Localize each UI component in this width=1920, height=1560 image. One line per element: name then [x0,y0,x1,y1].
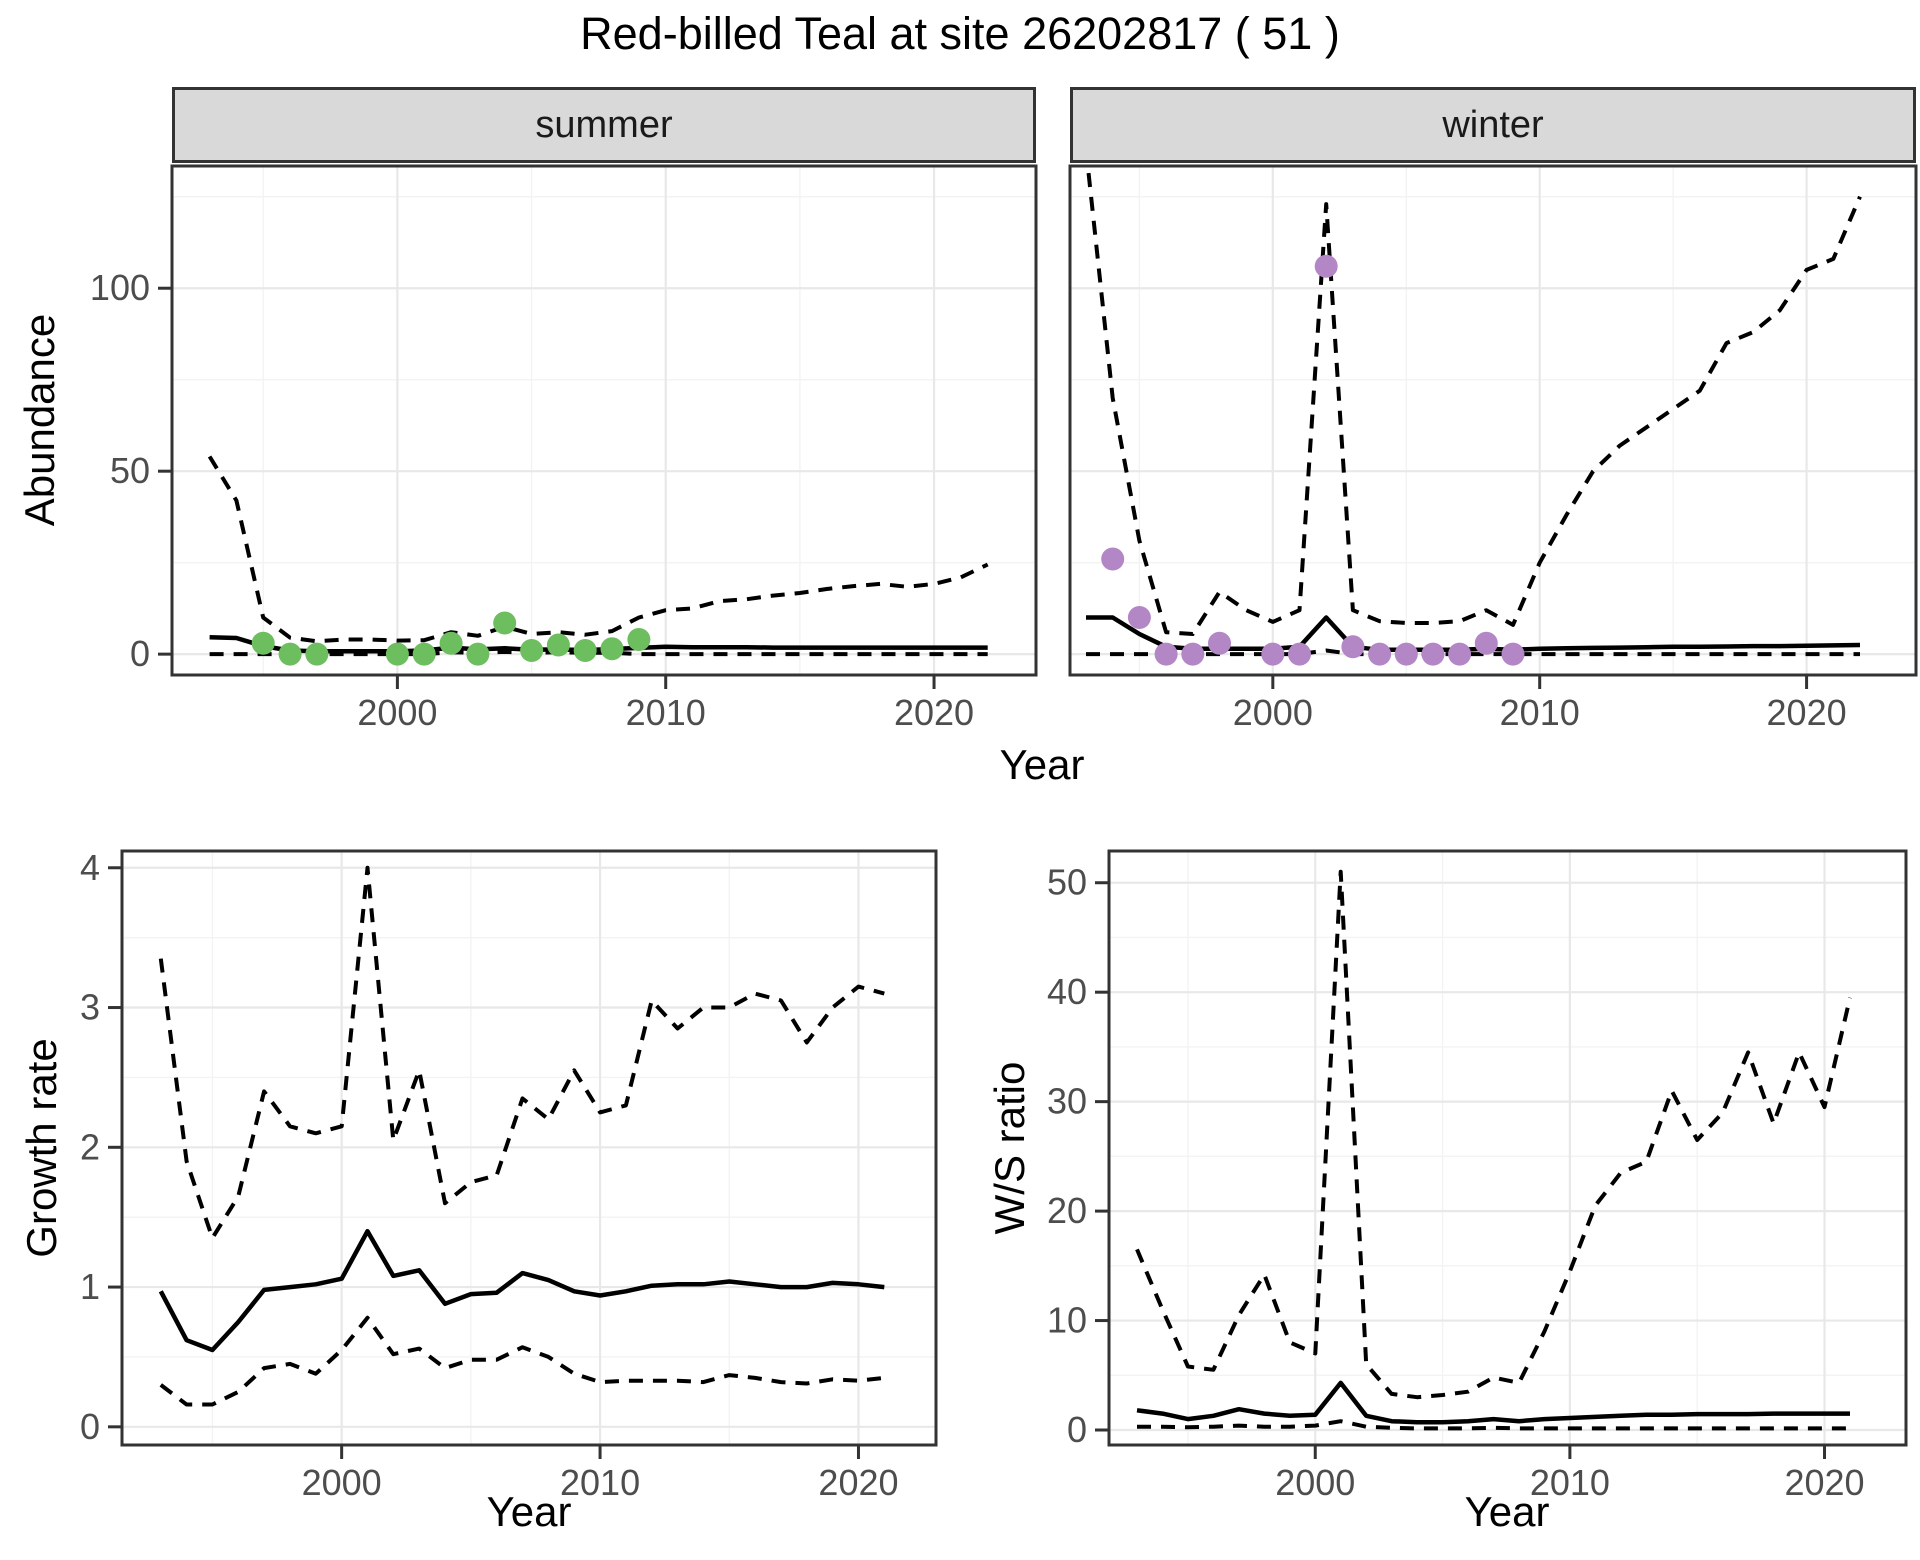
x-tick-label: 2020 [1767,692,1847,733]
observed_counts-point [278,642,302,666]
x-axis-title-ws-ratio: Year [1464,1488,1550,1535]
y-axis-title-ws-ratio: W/S ratio [986,1061,1033,1235]
x-tick-label: 2000 [1275,1462,1355,1503]
upper_ci-line [158,865,885,1241]
observed_counts-point [1208,631,1231,655]
series-group [1085,166,1862,666]
panel-border [1107,849,1908,1447]
y-axis-title-growth-rate: Growth rate [18,1038,65,1258]
facet-strip-summer-label: summer [535,103,673,146]
observed_counts-point [385,642,409,666]
observed_counts-point [600,637,624,661]
y-tick-label: 20 [1047,1190,1087,1231]
y-tick-label: 50 [1047,862,1087,903]
x-tick-label: 2020 [1784,1462,1864,1503]
observed_counts-point [1501,642,1525,666]
observed_counts-point [1261,642,1285,666]
x-tick-label: 2010 [626,692,706,733]
facet-strip-winter-label: winter [1442,103,1544,146]
x-tick-label: 2000 [357,692,437,733]
median-line [209,635,988,654]
series-group [1135,869,1852,1431]
x-tick-label: 2010 [560,1462,640,1503]
observed_counts-point [439,631,463,655]
y-axis-title-abundance: Abundance [16,313,63,527]
x-tick-label: 2020 [894,692,974,733]
y-tick-label: 50 [110,450,150,491]
upper_ci-line [1135,869,1852,1400]
x-tick-label: 2000 [302,1462,382,1503]
panel-abundance_summer: 2000 2010 2020 0 50 100 [90,164,1038,733]
y-tick-label: 0 [80,1406,100,1447]
x-tick-label: 2010 [1500,692,1580,733]
facet-strip-winter: winter [1070,87,1916,163]
y-tick-label: 100 [90,267,150,308]
observed_counts-point [1394,642,1418,666]
observed_counts-point [1448,642,1472,666]
observed_counts-point [1181,642,1205,666]
y-tick-label: 10 [1047,1300,1087,1341]
y-tick-label: 4 [80,847,100,888]
panel-background [1109,851,1906,1445]
observed_counts-point [1474,631,1498,655]
y-tick-label: 2 [80,1126,100,1167]
observed_counts-point [546,633,570,657]
y-tick-label: 30 [1047,1081,1087,1122]
panel-border [170,164,1038,677]
panel-ws_ratio: 2000 2010 2020 0 10 20 30 40 50 [1047,849,1908,1503]
panel-border [1068,164,1918,677]
observed_counts-point [251,631,275,655]
observed_counts-point [466,642,490,666]
observed_counts-point [412,642,436,666]
panel-background [172,166,1036,675]
panel-border [120,849,938,1447]
observed_counts-point [1368,642,1392,666]
y-tick-label: 40 [1047,971,1087,1012]
median-line [158,1228,885,1353]
observed_counts-point [1101,547,1125,571]
observed_counts-point [1154,642,1178,666]
observed_counts-point [1341,635,1365,659]
y-tick-label: 0 [130,633,150,674]
observed_counts-point [1127,606,1151,629]
upper_ci-line [1085,166,1862,636]
panel-growth_rate: 2000 2010 2020 0 1 2 3 4 [80,847,938,1503]
x-tick-label: 2020 [818,1462,898,1503]
observed_counts-point [573,639,597,662]
observed_counts-point [1421,642,1445,666]
series-group [207,455,989,666]
observed_counts-point [493,611,517,635]
observed_counts-point [627,628,651,651]
panel-abundance_winter: 2000 2010 2020 [1068,164,1918,733]
panel-background [1070,166,1916,675]
observed_counts-point [520,639,544,662]
lower_ci-line [159,1315,885,1407]
x-axis-title-top: Year [999,741,1085,788]
lower_ci-line [1086,648,1860,657]
observed_counts-point [1288,642,1311,666]
series-group [158,865,885,1407]
plot-title: Red-billed Teal at site 26202817 ( 51 ) [580,8,1340,59]
observed_counts-point [305,642,329,666]
facet-strip-summer: summer [172,87,1036,163]
y-tick-label: 1 [80,1266,100,1307]
x-axis-title-growth-rate: Year [486,1488,572,1535]
y-tick-label: 0 [1067,1409,1087,1450]
observed_counts-point [1314,254,1338,278]
lower_ci-line [209,649,988,657]
x-tick-label: 2010 [1530,1462,1610,1503]
median-line [1136,1380,1850,1425]
y-tick-label: 3 [80,987,100,1028]
x-tick-label: 2000 [1233,692,1313,733]
